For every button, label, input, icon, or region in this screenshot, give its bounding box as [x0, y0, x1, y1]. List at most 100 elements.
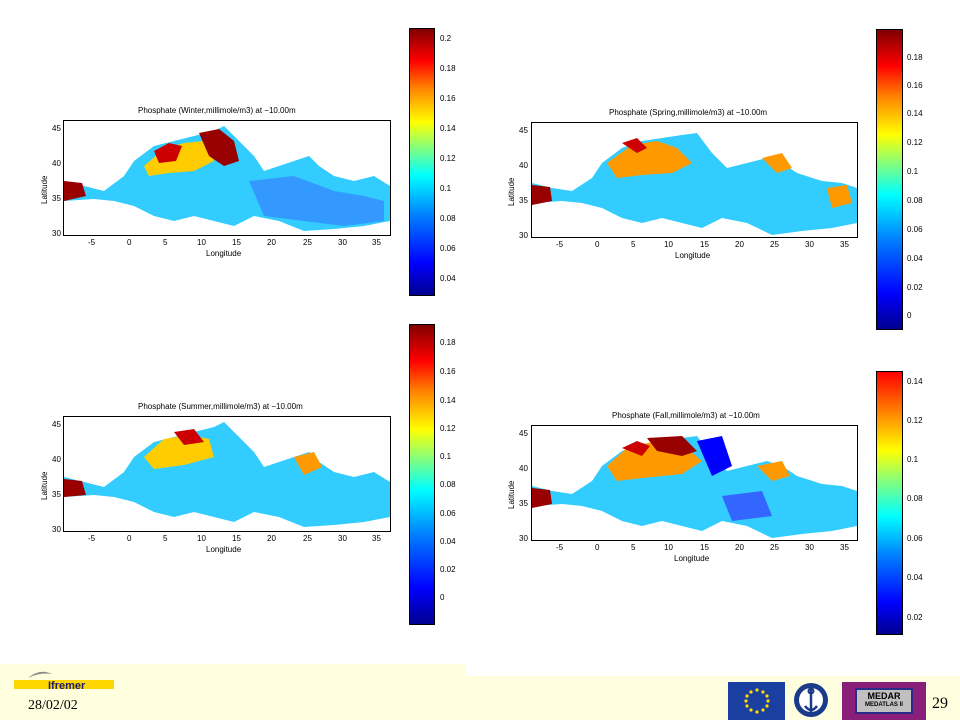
x-tick: 0: [127, 534, 132, 543]
colorbar-tick: 0.14: [440, 124, 456, 133]
x-tick: -5: [556, 543, 564, 552]
y-axis-label: Latitude: [40, 471, 49, 500]
colorbar-tick: 0.08: [907, 196, 923, 205]
map-axes: [531, 122, 858, 238]
slide-date: 28/02/02: [28, 698, 78, 713]
y-tick: 35: [519, 196, 528, 205]
y-tick: 40: [519, 464, 528, 473]
x-tick: 10: [197, 534, 206, 543]
colorbar-tick: 0.14: [907, 109, 923, 118]
map-field: [64, 417, 390, 531]
colorbar-tick: 0.16: [440, 94, 456, 103]
plot-title: Phosphate (Spring,millimole/m3) at −10.0…: [609, 108, 768, 117]
eu-flag-icon: [728, 682, 785, 720]
x-tick: -5: [88, 534, 96, 543]
x-tick: 20: [267, 534, 276, 543]
x-tick: 30: [805, 543, 814, 552]
colorbar-tick: 0.12: [907, 416, 923, 425]
x-tick: 30: [338, 238, 347, 247]
colorbar-tick: 0.1: [907, 455, 919, 464]
plot-title: Phosphate (Fall,millimole/m3) at −10.00m: [612, 411, 760, 420]
colorbar-tick: 0.04: [907, 254, 923, 263]
x-tick: 5: [163, 238, 168, 247]
colorbar-tick: 0.08: [440, 480, 456, 489]
y-tick: 45: [519, 429, 528, 438]
x-tick: 10: [664, 543, 673, 552]
y-tick: 35: [519, 499, 528, 508]
y-axis-label: Latitude: [507, 177, 516, 206]
colorbar-tick: 0.02: [907, 613, 923, 622]
x-tick: 30: [338, 534, 347, 543]
ifremer-logo-bar: [14, 680, 114, 689]
y-axis-label: Latitude: [40, 175, 49, 204]
colorbar: [876, 29, 903, 330]
y-tick: 40: [519, 161, 528, 170]
x-tick: -5: [88, 238, 96, 247]
colorbar-tick: 0.04: [440, 274, 456, 283]
map-field: [532, 426, 857, 540]
colorbar-tick: 0.18: [907, 53, 923, 62]
x-tick: 10: [197, 238, 206, 247]
x-tick: 30: [805, 240, 814, 249]
plot-title: Phosphate (Summer,millimole/m3) at −10.0…: [138, 402, 303, 411]
y-tick: 35: [52, 490, 61, 499]
x-tick: 35: [840, 240, 849, 249]
x-tick: 5: [631, 240, 636, 249]
x-tick: 5: [631, 543, 636, 552]
y-tick: 45: [52, 124, 61, 133]
y-tick: 45: [52, 420, 61, 429]
page-number: 29: [932, 695, 948, 712]
ifremer-logo-text: Ifremer: [48, 680, 86, 692]
colorbar-tick: 0.04: [907, 573, 923, 582]
x-axis-label: Longitude: [675, 251, 711, 260]
x-tick: 25: [770, 543, 779, 552]
x-tick: 25: [770, 240, 779, 249]
map-field: [532, 123, 857, 237]
colorbar-tick: 0.1: [440, 452, 452, 461]
x-tick: 5: [163, 534, 168, 543]
colorbar-tick: 0.06: [440, 509, 456, 518]
colorbar-tick: 0.1: [907, 167, 919, 176]
x-tick: 20: [735, 543, 744, 552]
x-axis-label: Longitude: [206, 545, 242, 554]
colorbar-tick: 0.14: [440, 396, 456, 405]
colorbar-tick: 0.08: [907, 494, 923, 503]
map-field: [64, 121, 390, 235]
x-tick: 0: [127, 238, 132, 247]
colorbar-tick: 0.12: [907, 138, 923, 147]
x-tick: 0: [595, 543, 600, 552]
x-tick: 25: [303, 534, 312, 543]
colorbar-tick: 0.16: [907, 81, 923, 90]
colorbar-tick: 0.14: [907, 377, 923, 386]
x-tick: -5: [556, 240, 564, 249]
colorbar-tick: 0.06: [440, 244, 456, 253]
colorbar-tick: 0.08: [440, 214, 456, 223]
x-tick: 35: [840, 543, 849, 552]
colorbar-tick: 0.06: [907, 534, 923, 543]
plot-title: Phosphate (Winter,millimole/m3) at −10.0…: [138, 106, 296, 115]
colorbar-tick: 0: [440, 593, 445, 602]
colorbar-tick: 0.18: [440, 338, 456, 347]
medar-logo: MEDAR MEDATLAS II: [842, 682, 926, 720]
colorbar-tick: 0.06: [907, 225, 923, 234]
x-tick: 15: [700, 543, 709, 552]
map-axes: [63, 416, 391, 532]
ifremer-swoosh-icon: [28, 671, 52, 678]
medar-title: MEDAR: [867, 691, 901, 701]
y-tick: 40: [52, 159, 61, 168]
colorbar: [409, 324, 435, 625]
colorbar-tick: 0: [907, 311, 912, 320]
colorbar-tick: 0.04: [440, 537, 456, 546]
medar-subtitle: MEDATLAS II: [865, 702, 903, 708]
y-axis-label: Latitude: [507, 480, 516, 509]
y-tick: 30: [519, 231, 528, 240]
map-axes: [531, 425, 858, 541]
y-tick: 45: [519, 126, 528, 135]
colorbar-tick: 0.02: [907, 283, 923, 292]
x-tick: 20: [735, 240, 744, 249]
x-tick: 10: [664, 240, 673, 249]
x-tick: 35: [372, 534, 381, 543]
colorbar-tick: 0.18: [440, 64, 456, 73]
x-axis-label: Longitude: [674, 554, 710, 563]
footer-band: [0, 664, 465, 720]
